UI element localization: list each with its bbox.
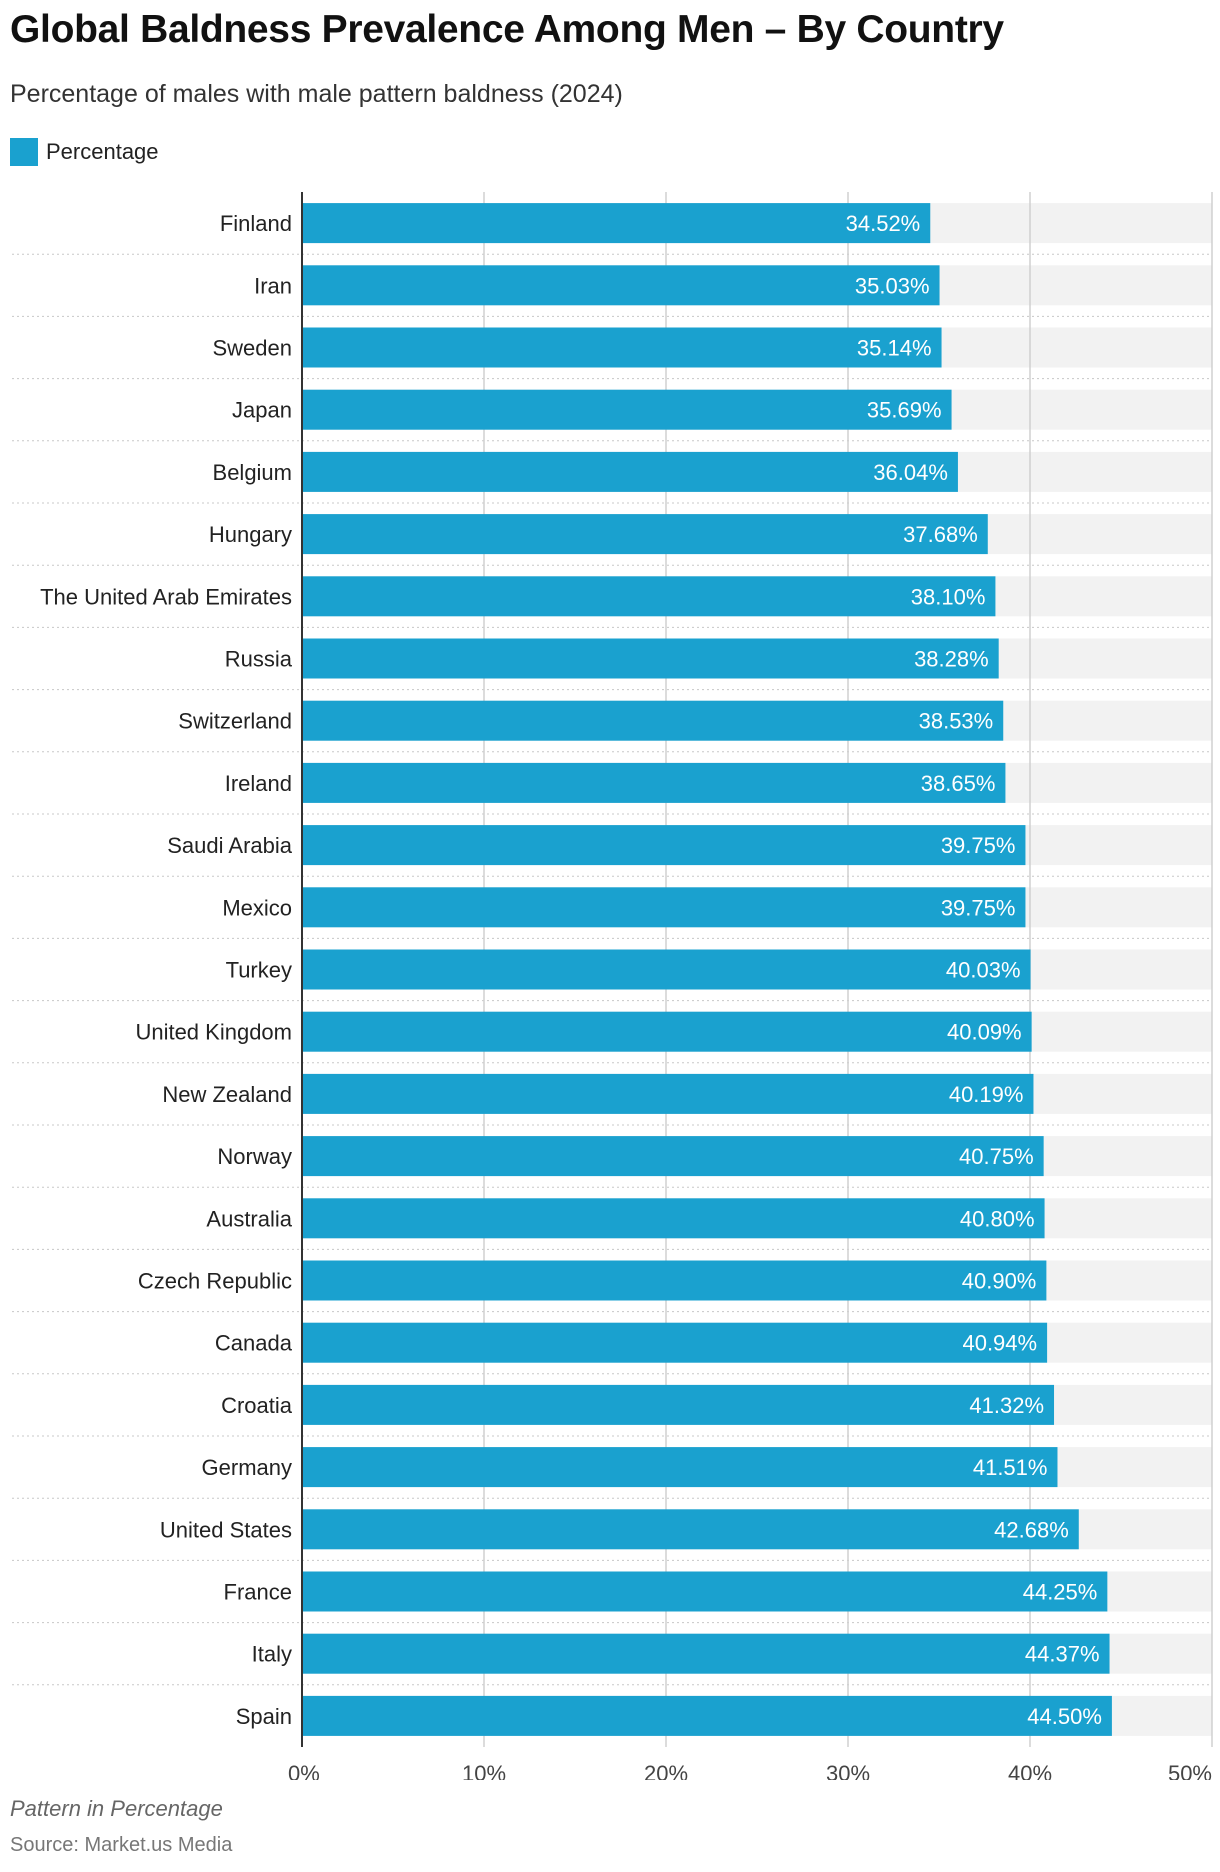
bar-value-label: 38.65% xyxy=(921,771,996,796)
bar xyxy=(302,700,1004,741)
bar xyxy=(302,825,1026,866)
bar xyxy=(302,762,1006,803)
chart-legend: Percentage xyxy=(10,138,159,166)
bar xyxy=(302,576,996,617)
category-label: Norway xyxy=(217,1144,292,1169)
category-label: United States xyxy=(160,1517,292,1542)
bar-chart: 0% 10% 20% 30% 40% 50% 34.52% Finland 35.03% Iran… xyxy=(12,192,1213,1780)
bar-value-label: 44.25% xyxy=(1023,1580,1098,1605)
category-label: Croatia xyxy=(221,1393,293,1418)
bar xyxy=(302,887,1026,928)
bar-value-label: 40.19% xyxy=(949,1082,1024,1107)
bar xyxy=(302,203,931,244)
bar-value-label: 39.75% xyxy=(941,833,1016,858)
category-label: New Zealand xyxy=(162,1082,292,1107)
category-label: Hungary xyxy=(209,522,292,547)
category-label: United Kingdom xyxy=(135,1020,292,1045)
category-label: Germany xyxy=(202,1455,292,1480)
bar-value-label: 35.69% xyxy=(867,398,942,423)
category-label: Saudi Arabia xyxy=(167,833,293,858)
bar xyxy=(302,514,988,555)
source-prefix: Source: xyxy=(10,1834,79,1856)
bar-value-label: 38.10% xyxy=(911,584,986,609)
chart-title: Global Baldness Prevalence Among Men – B… xyxy=(10,8,1004,51)
bar xyxy=(302,638,999,679)
bar-value-label: 35.03% xyxy=(855,273,930,298)
bar-value-label: 38.53% xyxy=(919,709,994,734)
x-tick-label: 40% xyxy=(1008,1761,1052,1780)
x-tick-label: 50% xyxy=(1168,1761,1212,1780)
bar-value-label: 40.90% xyxy=(962,1269,1037,1294)
legend-swatch xyxy=(10,138,38,166)
bar-value-label: 38.28% xyxy=(914,647,989,672)
category-label: Japan xyxy=(232,398,292,423)
x-tick-label: 30% xyxy=(826,1761,870,1780)
bar xyxy=(302,1073,1034,1114)
bar xyxy=(302,1447,1058,1488)
legend-label: Percentage xyxy=(46,139,159,164)
category-label: Ireland xyxy=(225,771,292,796)
bar xyxy=(302,389,952,430)
source-name: Market.us Media xyxy=(84,1834,233,1856)
category-label: Iran xyxy=(254,273,292,298)
bar xyxy=(302,265,940,306)
bar-value-label: 34.52% xyxy=(846,211,921,236)
bar xyxy=(302,1136,1044,1177)
category-label: Sweden xyxy=(212,336,292,361)
bar-value-label: 40.03% xyxy=(946,958,1021,983)
category-label: Russia xyxy=(225,647,293,672)
chart-subtitle: Percentage of males with male pattern ba… xyxy=(10,80,623,108)
bar-value-label: 39.75% xyxy=(941,895,1016,920)
bar-value-label: 41.32% xyxy=(969,1393,1044,1418)
category-label: Mexico xyxy=(222,895,292,920)
bar-value-label: 40.80% xyxy=(960,1206,1035,1231)
bar-value-label: 36.04% xyxy=(873,460,948,485)
category-label: Canada xyxy=(215,1331,293,1356)
category-label: Finland xyxy=(220,211,292,236)
bar-value-label: 40.94% xyxy=(962,1331,1037,1356)
bar-value-label: 44.50% xyxy=(1027,1704,1102,1729)
bar-value-label: 41.51% xyxy=(973,1455,1048,1480)
bar xyxy=(302,1384,1055,1425)
category-label: Spain xyxy=(236,1704,292,1729)
chart-footnote: Pattern in Percentage xyxy=(10,1796,223,1821)
bar xyxy=(302,1509,1079,1550)
bar xyxy=(302,1011,1032,1052)
x-tick-label: 20% xyxy=(644,1761,688,1780)
bar xyxy=(302,1322,1048,1363)
chart-source: Source: Market.us Media xyxy=(10,1834,232,1857)
bar-value-label: 35.14% xyxy=(857,336,932,361)
bar xyxy=(302,949,1031,990)
category-label: Italy xyxy=(252,1642,292,1667)
bar-value-label: 40.75% xyxy=(959,1144,1034,1169)
bar xyxy=(302,1198,1045,1239)
bar xyxy=(302,1571,1108,1612)
bar xyxy=(302,451,958,492)
category-label: The United Arab Emirates xyxy=(40,584,292,609)
x-tick-label: 0% xyxy=(288,1761,320,1780)
category-label: Czech Republic xyxy=(138,1269,292,1294)
bar-value-label: 40.09% xyxy=(947,1020,1022,1045)
bar-value-label: 42.68% xyxy=(994,1517,1069,1542)
category-label: Turkey xyxy=(226,958,292,983)
category-label: Switzerland xyxy=(178,709,292,734)
x-tick-label: 10% xyxy=(462,1761,506,1780)
bar xyxy=(302,1260,1047,1301)
category-label: Australia xyxy=(206,1206,292,1231)
category-label: Belgium xyxy=(213,460,292,485)
bar xyxy=(302,1695,1112,1736)
category-label: France xyxy=(224,1580,292,1605)
bar xyxy=(302,327,942,368)
bar xyxy=(302,1633,1110,1674)
bar-value-label: 37.68% xyxy=(903,522,978,547)
bar-value-label: 44.37% xyxy=(1025,1642,1100,1667)
